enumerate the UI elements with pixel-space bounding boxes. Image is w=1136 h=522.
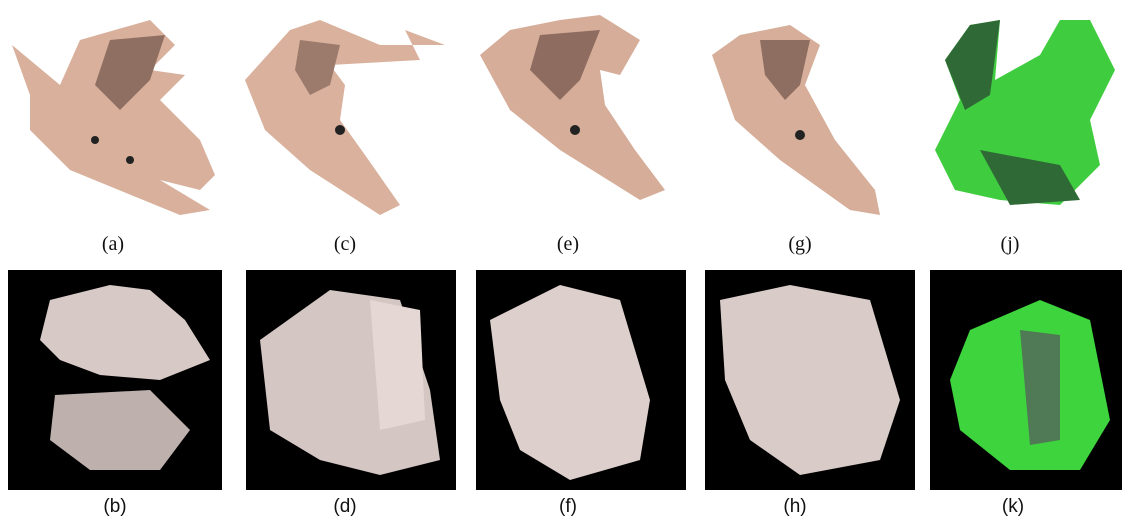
top-captions: (a) (c) (e) (g) (j) [102,233,1020,255]
caption: (d) [333,496,356,517]
figure: (a) (c) (e) (g) (j) (b) (d) (f) (h) (k) [0,0,1136,522]
caption: (j) [1001,233,1020,255]
caption: (c) [334,233,356,255]
panel-j-image [935,20,1115,205]
panel-a-image [12,20,215,215]
caption: (g) [788,233,811,255]
caption: (h) [783,496,806,517]
bottom-captions: (b) (d) (f) (h) (k) [103,496,1024,517]
caption: (b) [103,496,126,517]
caption: (e) [557,233,579,255]
panel-g-image [712,25,880,215]
panel-e-image [480,15,665,200]
caption: (f) [559,496,577,517]
page: (a) (c) (e) (g) (j) (b) (d) (f) (h) (k) … [0,0,1136,522]
panel-c-image [245,20,445,215]
caption: (a) [102,233,124,255]
caption: (k) [1002,496,1024,517]
